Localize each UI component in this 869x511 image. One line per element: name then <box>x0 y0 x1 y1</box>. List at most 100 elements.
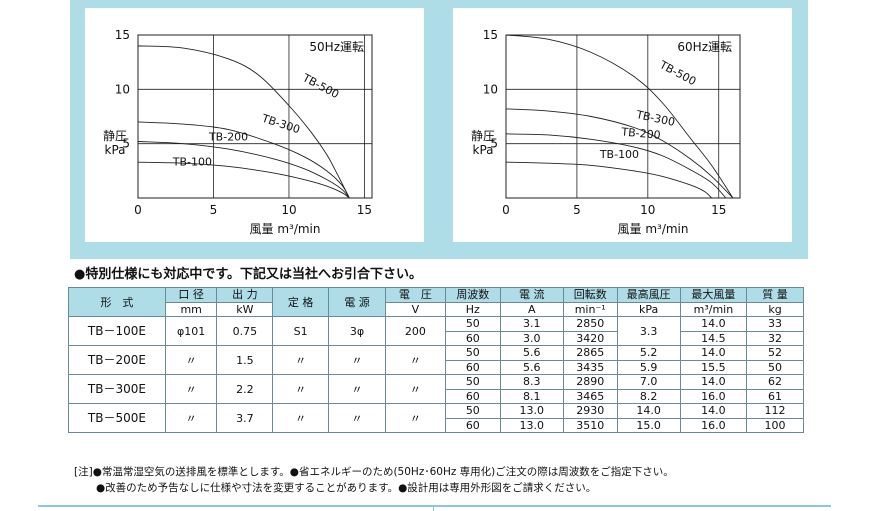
plot-frame <box>505 34 741 199</box>
curve-tb-500 <box>505 34 734 199</box>
chart-title: 50Hz運転 <box>309 40 364 54</box>
mass-value: 50 <box>746 359 804 375</box>
table-row: TB－300E 〃 2.2 〃 〃 〃 50 8.3 2890 7.0 14.0… <box>68 374 804 404</box>
x-axis-label: 風量 m³/min <box>618 222 689 236</box>
voltage-value: 〃 <box>384 345 446 375</box>
table-row: TB－500E 〃 3.7 〃 〃 〃 50 13.0 2930 14.0 14… <box>68 403 804 433</box>
table-units-row: mm kW V Hz A min⁻¹ kPa m³/min kg <box>69 301 804 317</box>
curve-tb-300 <box>137 121 350 199</box>
curve-tb-300 <box>505 108 734 199</box>
col-voltage: 電 圧 <box>384 287 446 303</box>
curve-tb-500 <box>137 45 350 199</box>
table-header-row: 形 式 口 径 出 力 定 格 電 源 電 圧 周波数 電 流 回転数 最高風圧… <box>68 287 804 317</box>
mass-value: 52 <box>746 345 804 361</box>
hz-value: 60 <box>444 417 501 433</box>
table-row: 60 5.6 3435 5.9 15.5 50 <box>69 359 804 375</box>
model-name: TB－500E <box>68 403 166 433</box>
model-name: TB－100E <box>68 316 166 346</box>
col-max-pressure: 最高風圧 <box>616 287 681 303</box>
rpm-value: 3435 <box>562 359 618 375</box>
plot-frame <box>137 34 373 199</box>
y-tick-label: 15 <box>483 28 498 42</box>
x-tick-label: 10 <box>640 203 655 217</box>
x-tick-label: 15 <box>357 203 372 217</box>
series-label-tb-500: TB-500 <box>657 58 699 88</box>
rpm-value: 3420 <box>562 330 618 346</box>
source-value: 〃 <box>328 374 386 404</box>
special-order-notice: ●特別仕様にも対応中です。下記又は当社へお引合下さい。 <box>74 267 423 282</box>
hz-value: 60 <box>444 388 501 404</box>
series-label-tb-100: TB-100 <box>599 148 639 161</box>
x-tick-label: 15 <box>711 203 726 217</box>
rpm-value: 2865 <box>562 345 618 361</box>
unit-voltage: V <box>384 301 446 317</box>
current-value: 3.0 <box>499 330 564 346</box>
table-row: TB－200E 〃 1.5 〃 〃 〃 50 5.6 2865 5.2 14.0… <box>68 345 804 375</box>
flow-value: 16.0 <box>679 417 748 433</box>
rpm-value: 3465 <box>562 388 618 404</box>
rating-value: 〃 <box>272 345 330 375</box>
flow-value: 14.5 <box>679 330 748 346</box>
mass-value: 33 <box>746 316 804 332</box>
y-tick-label: 5 <box>122 137 130 151</box>
flow-value: 14.0 <box>679 345 748 361</box>
series-label-tb-200: TB-200 <box>208 130 248 143</box>
source-value: 3φ <box>328 316 386 346</box>
source-value: 〃 <box>328 403 386 433</box>
table-row: 60 13.0 3510 15.0 16.0 100 <box>69 417 804 433</box>
current-value: 5.6 <box>499 345 564 361</box>
col-max-flow: 最大風量 <box>679 287 748 303</box>
bottom-divider <box>38 505 831 507</box>
rating-value: 〃 <box>272 403 330 433</box>
rating-value: 〃 <box>272 374 330 404</box>
rating-value: S1 <box>272 316 330 346</box>
current-value: 3.1 <box>499 316 564 332</box>
table-row: 60 3.0 3420 14.5 32 <box>69 330 804 346</box>
pressure-value: 14.0 <box>616 403 681 419</box>
rpm-value: 3510 <box>562 417 618 433</box>
y-axis-label: 静圧 <box>103 129 127 143</box>
voltage-value: 〃 <box>384 403 446 433</box>
y-tick-label: 15 <box>115 28 130 42</box>
mass-value: 61 <box>746 388 804 404</box>
current-value: 8.3 <box>499 374 564 390</box>
col-rpm: 回転数 <box>562 287 618 303</box>
pressure-value: 5.2 <box>616 345 681 361</box>
voltage-value: 〃 <box>384 374 446 404</box>
footnote-line-2: ●改善のため予告なしに仕様や寸法を変更することがあります。●設計用は専用外形図を… <box>96 481 597 494</box>
current-value: 13.0 <box>499 417 564 433</box>
rpm-value: 2890 <box>562 374 618 390</box>
x-tick-label: 10 <box>281 203 296 217</box>
current-value: 13.0 <box>499 403 564 419</box>
series-label-tb-500: TB-500 <box>300 71 342 101</box>
current-value: 8.1 <box>499 388 564 404</box>
bore-value: φ101 <box>164 316 218 346</box>
y-axis-unit: kPa <box>473 143 494 157</box>
pressure-value: 7.0 <box>616 374 681 390</box>
y-tick-label: 10 <box>115 82 130 96</box>
pressure-value: 15.0 <box>616 417 681 433</box>
col-source: 電 源 <box>328 287 386 317</box>
y-tick-label: 5 <box>490 137 498 151</box>
curve-tb-200 <box>137 141 350 199</box>
power-value: 2.2 <box>216 374 274 404</box>
curve-tb-100 <box>137 161 350 199</box>
hz-value: 50 <box>444 374 501 390</box>
col-current: 電 流 <box>499 287 564 303</box>
chart-60hz: 0 5 10 15 5 10 15 60Hz運転 静圧 kPa 風量 m³/min TB-500 TB-… <box>453 8 792 242</box>
x-tick-label: 0 <box>134 203 142 217</box>
pressure-value: 8.2 <box>616 388 681 404</box>
model-name: TB－200E <box>68 345 166 375</box>
series-label-tb-100: TB-100 <box>172 155 212 168</box>
hz-value: 50 <box>444 403 501 419</box>
mass-value: 112 <box>746 403 804 419</box>
series-label-tb-200: TB-200 <box>620 125 661 141</box>
x-tick-label: 5 <box>210 203 218 217</box>
unit-mass: kg <box>746 301 804 317</box>
hz-value: 60 <box>444 359 501 375</box>
y-axis-unit: kPa <box>105 143 126 157</box>
y-tick-label: 10 <box>483 82 498 96</box>
flow-value: 14.0 <box>679 316 748 332</box>
x-tick-label: 5 <box>573 203 581 217</box>
